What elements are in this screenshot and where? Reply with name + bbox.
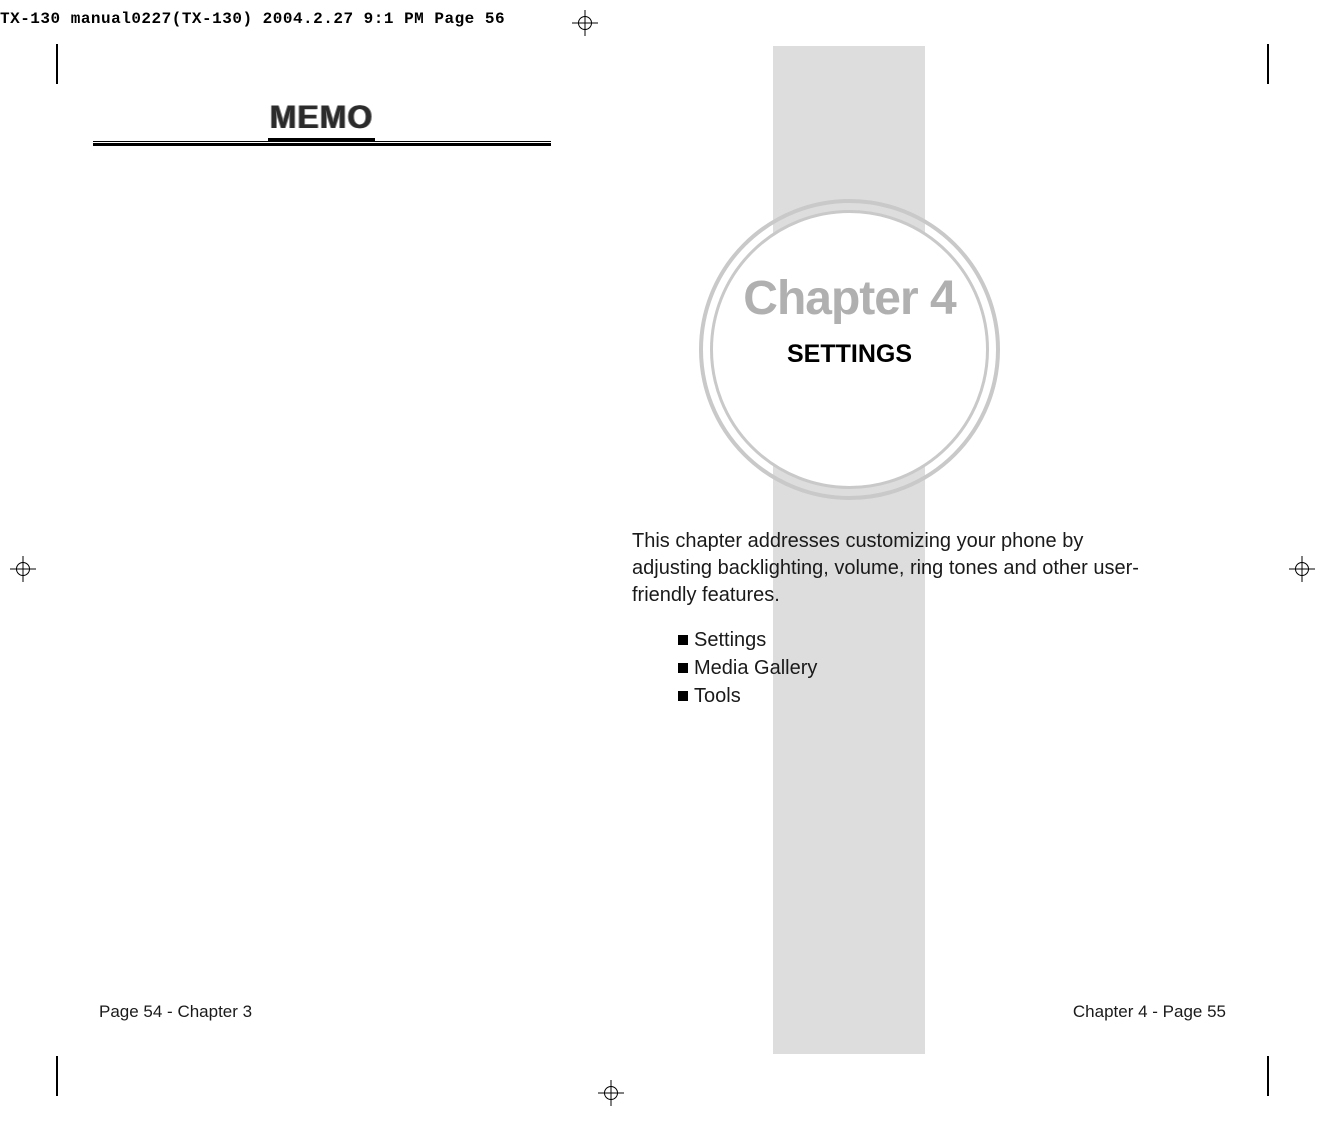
list-item: Tools <box>678 683 817 710</box>
registration-mark-right <box>1289 556 1315 582</box>
chapter-number: Chapter 4 <box>710 271 989 326</box>
crop-mark-top-right <box>1267 44 1269 84</box>
memo-heading-text: MEMO <box>268 99 376 141</box>
chapter-topics-list: Settings Media Gallery Tools <box>678 627 817 711</box>
registration-mark-bottom <box>598 1080 624 1106</box>
crop-mark-bottom-left <box>56 1056 58 1096</box>
chapter-description: This chapter addresses customizing your … <box>632 528 1152 609</box>
memo-underline <box>93 141 551 146</box>
crop-mark-bottom-right <box>1267 1056 1269 1096</box>
list-item: Settings <box>678 627 817 654</box>
bullet-icon <box>678 663 688 673</box>
page-number-left: Page 54 - Chapter 3 <box>99 1002 252 1022</box>
list-item-label: Settings <box>694 629 766 651</box>
memo-heading: MEMO <box>98 99 545 141</box>
list-item-label: Tools <box>694 685 741 707</box>
print-slugline: TX-130 manual0227(TX-130) 2004.2.27 9:1 … <box>0 10 505 28</box>
crop-mark-top-left <box>56 44 58 84</box>
chapter-title: SETTINGS <box>710 340 989 369</box>
bullet-icon <box>678 691 688 701</box>
registration-mark-top <box>572 10 598 36</box>
registration-mark-left <box>10 556 36 582</box>
page-number-right: Chapter 4 - Page 55 <box>1073 1002 1226 1022</box>
bullet-icon <box>678 635 688 645</box>
list-item-label: Media Gallery <box>694 657 817 679</box>
list-item: Media Gallery <box>678 655 817 682</box>
